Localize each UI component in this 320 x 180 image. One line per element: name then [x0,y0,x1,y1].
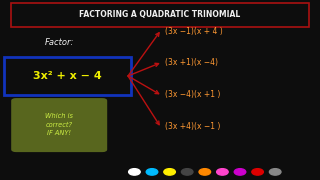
Circle shape [199,169,211,175]
Text: Which is
correct?
IF ANY!: Which is correct? IF ANY! [45,113,73,136]
Circle shape [252,169,263,175]
Circle shape [269,169,281,175]
Text: (3x +1)(x −4): (3x +1)(x −4) [165,58,218,68]
FancyBboxPatch shape [4,57,131,95]
FancyBboxPatch shape [11,98,107,152]
Text: (3x +4)(x −1 ): (3x +4)(x −1 ) [165,122,220,130]
Text: (3x −4)(x +1 ): (3x −4)(x +1 ) [165,90,220,99]
Text: Factor:: Factor: [45,38,74,47]
Text: (3x −1)(x + 4 ): (3x −1)(x + 4 ) [165,27,222,36]
Circle shape [217,169,228,175]
Circle shape [146,169,158,175]
Circle shape [164,169,175,175]
Text: 3x² + x − 4: 3x² + x − 4 [33,71,101,81]
Circle shape [129,169,140,175]
Text: FACTORING A QUADRATIC TRINOMIAL: FACTORING A QUADRATIC TRINOMIAL [79,10,241,19]
Circle shape [181,169,193,175]
FancyBboxPatch shape [11,3,309,27]
Circle shape [234,169,246,175]
